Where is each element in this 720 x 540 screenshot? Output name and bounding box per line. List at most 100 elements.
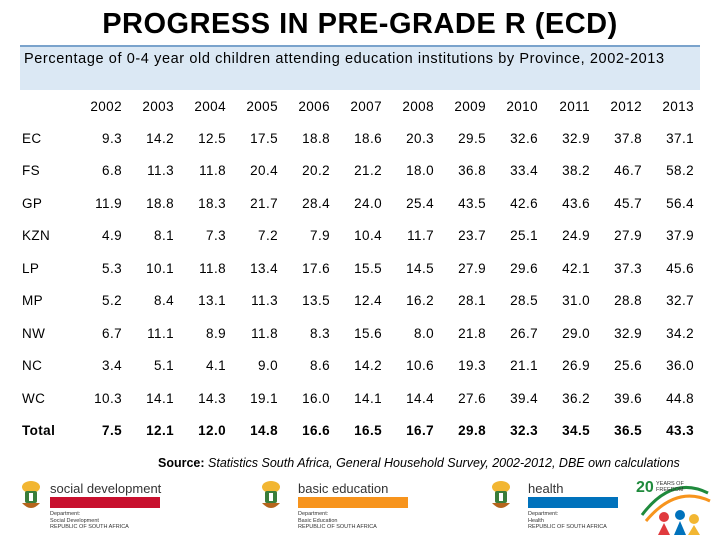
table-cell: 11.8 — [199, 163, 226, 179]
table-cell: 37.9 — [666, 228, 694, 244]
table-cell: 8.3 — [310, 325, 330, 341]
page-title: PROGRESS IN PRE-GRADE R (ECD) — [102, 8, 618, 40]
table-cell: 15.6 — [354, 325, 382, 341]
table-cell: 14.1 — [354, 390, 382, 406]
health-dept: Department: Health REPUBLIC OF SOUTH AFRIC… — [528, 511, 607, 530]
table-cell: 33.4 — [510, 163, 538, 179]
table-cell: 11.3 — [147, 163, 174, 179]
table-cell: 8.0 — [414, 325, 434, 341]
table-cell: 4.1 — [206, 358, 226, 374]
table-cell: 19.1 — [250, 390, 278, 406]
table-cell: 6.7 — [102, 325, 122, 341]
province-label: WC — [22, 390, 46, 406]
table-cell: 45.7 — [614, 195, 642, 211]
coat-of-arms-icon — [262, 481, 280, 508]
table-cell: 28.1 — [458, 293, 486, 309]
table-cell: 14.2 — [146, 130, 174, 146]
province-label: NC — [22, 358, 43, 374]
table-cell: 18.0 — [406, 163, 434, 179]
table-cell: 42.6 — [510, 195, 538, 211]
table-row: NW 6.7 11.1 8.9 11.8 8.3 15.6 8.0 21.8 26.7 29.0 32… — [20, 317, 700, 350]
table-cell: 36.0 — [666, 358, 694, 374]
table-cell: 28.4 — [302, 195, 330, 211]
table-cell: 14.3 — [198, 390, 226, 406]
health-name: health — [528, 481, 564, 496]
table-cell: 4.9 — [102, 228, 122, 244]
table-row: GP 11.9 18.8 18.3 21.7 28.4 24.0 25.4 43.5 42.6 43… — [20, 187, 700, 220]
table-row: NC 3.4 5.1 4.1 9.0 8.6 14.2 10.6 19.3 21.1 26.9 25.… — [20, 350, 700, 383]
social-development-bar — [50, 497, 160, 508]
table-cell: 8.4 — [154, 293, 174, 309]
table-cell: 13.5 — [302, 293, 330, 309]
footer-logos: social development Department: Social Dev… — [0, 475, 720, 540]
year-header: 2012 — [610, 98, 642, 114]
table-cell: 11.8 — [199, 260, 226, 276]
table-cell: 37.8 — [614, 130, 642, 146]
table-cell: 16.2 — [406, 293, 434, 309]
table-cell: 14.4 — [406, 390, 434, 406]
ecd-attendance-table: 2002 2003 2004 2005 2006 2007 2008 2009 … — [20, 90, 700, 447]
health-bar — [528, 497, 618, 508]
table-cell: 12.5 — [198, 130, 226, 146]
province-label: GP — [22, 195, 43, 211]
table-cell: 11.3 — [251, 293, 278, 309]
table-cell: 8.9 — [206, 325, 226, 341]
table-cell: 7.5 — [102, 423, 122, 439]
table-cell: 46.7 — [614, 163, 642, 179]
table-cell: 43.6 — [562, 195, 590, 211]
table-cell: 11.9 — [95, 195, 122, 211]
table-cell: 8.6 — [310, 358, 330, 374]
freedom-number: 20 — [636, 479, 654, 496]
source-label: Source: — [158, 456, 205, 470]
source-note: Source: Statistics South Africa, General… — [158, 456, 698, 471]
province-label: NW — [22, 325, 46, 341]
year-header: 2011 — [559, 98, 590, 114]
table-cell: 13.4 — [250, 260, 278, 276]
table-cell: 34.5 — [562, 423, 590, 439]
year-header: 2004 — [194, 98, 226, 114]
table-cell: 29.5 — [458, 130, 486, 146]
table-cell: 23.7 — [458, 228, 486, 244]
table-cell: 13.1 — [198, 293, 226, 309]
table-cell: 31.0 — [562, 293, 590, 309]
table-cell: 12.0 — [198, 423, 226, 439]
table-cell: 7.9 — [310, 228, 330, 244]
year-header: 2005 — [246, 98, 278, 114]
province-label: FS — [22, 163, 41, 179]
year-header: 2010 — [506, 98, 538, 114]
social-development-name: social development — [50, 481, 162, 496]
table-cell: 11.1 — [147, 325, 174, 341]
table-cell: 36.5 — [614, 423, 642, 439]
table-cell: 58.2 — [666, 163, 694, 179]
table-cell: 29.8 — [458, 423, 486, 439]
table-cell: 43.5 — [458, 195, 486, 211]
table-row: WC 10.3 14.1 14.3 19.1 16.0 14.1 14.4 27.6 39.4 36… — [20, 382, 700, 415]
table-cell: 16.7 — [406, 423, 434, 439]
table-cell: 14.5 — [406, 260, 434, 276]
table-cell: 11.8 — [251, 325, 278, 341]
table-cell: 43.3 — [666, 423, 694, 439]
table-cell: 20.2 — [302, 163, 330, 179]
table-cell: 38.2 — [562, 163, 590, 179]
table-row: FS 6.8 11.3 11.8 20.4 20.2 21.2 18.0 36.8 33.4 38.… — [20, 155, 700, 188]
table-cell: 45.6 — [666, 260, 694, 276]
table-cell: 26.7 — [510, 325, 538, 341]
table-cell: 12.1 — [146, 423, 174, 439]
basic-education-name: basic education — [298, 481, 389, 496]
province-label: KZN — [22, 228, 51, 244]
year-header: 2008 — [402, 98, 434, 114]
province-label: EC — [22, 130, 42, 146]
table-cell: 29.6 — [510, 260, 538, 276]
table-row: LP 5.3 10.1 11.8 13.4 17.6 15.5 14.5 27.9 29.6 42.… — [20, 252, 700, 285]
table-cell: 56.4 — [666, 195, 694, 211]
table-cell: 27.9 — [458, 260, 486, 276]
table-cell: 8.1 — [154, 228, 174, 244]
table-cell: 16.5 — [354, 423, 382, 439]
table-cell: 36.8 — [458, 163, 486, 179]
table-row: EC 9.3 14.2 12.5 17.5 18.8 18.6 20.3 29.5 32.6 32.… — [20, 122, 700, 155]
province-label: LP — [22, 260, 40, 276]
table-cell: 42.1 — [562, 260, 590, 276]
table-cell: 14.2 — [354, 358, 382, 374]
table-cell: 18.6 — [354, 130, 382, 146]
table-cell: 32.9 — [614, 325, 642, 341]
